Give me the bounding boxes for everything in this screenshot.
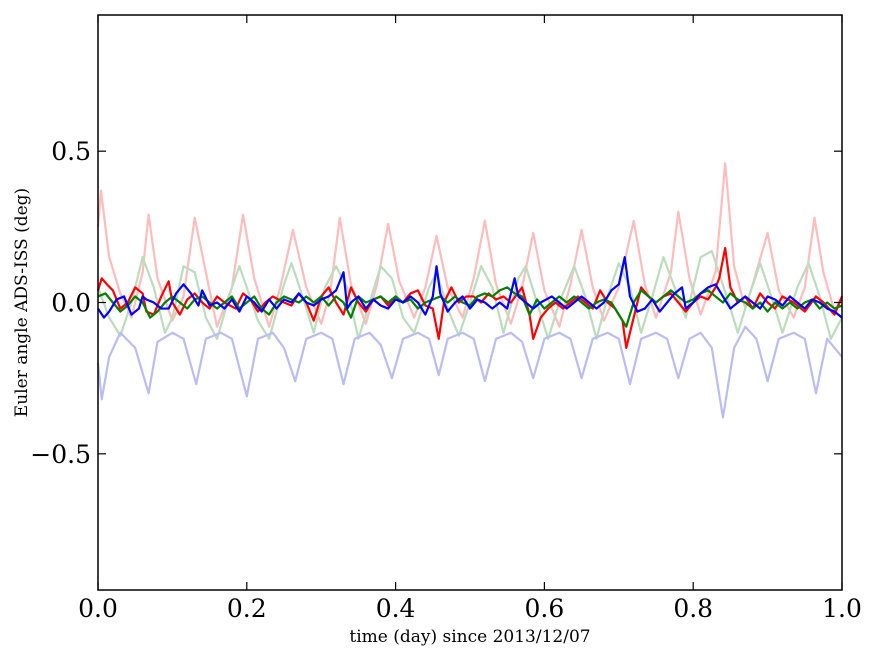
- x-axis-label: time (day) since 2013/12/07: [349, 627, 590, 647]
- y-tick-label: −0.5: [30, 440, 91, 469]
- series-layer: [96, 162, 844, 419]
- y-axis-label: Euler angle ADS-ISS (deg): [12, 188, 32, 417]
- x-tick-label: 1.0: [822, 594, 862, 623]
- y-tick-label: 0.5: [51, 137, 91, 166]
- series-line-5: [97, 286, 843, 328]
- x-tick-label: 0.2: [227, 594, 267, 623]
- series-line-6: [97, 256, 843, 319]
- series-line-1: [96, 162, 843, 328]
- x-tick-label: 0.6: [525, 594, 565, 623]
- x-tick-label: 0.8: [673, 594, 713, 623]
- series-line-3: [96, 325, 843, 419]
- x-tick-label: 0.4: [376, 594, 416, 623]
- y-tick-label: 0.0: [51, 289, 91, 318]
- x-tick-label: 0.0: [78, 594, 118, 623]
- series-line-4: [96, 246, 844, 349]
- ticks-layer: 0.0 0.2 0.4 0.6 0.8 1.0 0.5 0.0 −0.5: [30, 15, 862, 623]
- series-line-2: [96, 249, 843, 340]
